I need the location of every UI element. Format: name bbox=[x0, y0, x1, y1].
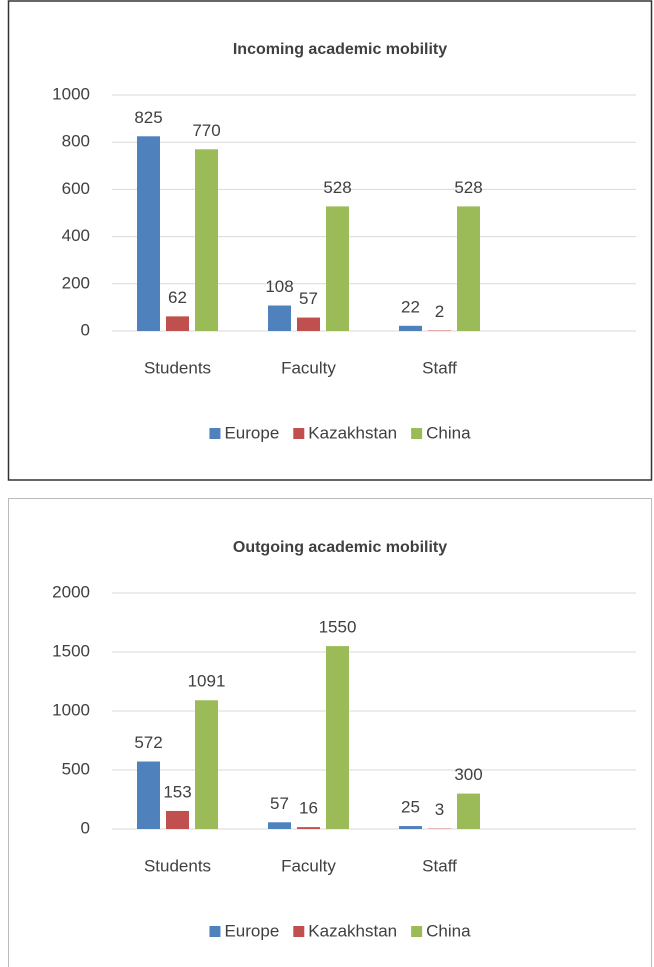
x-tick-label: Faculty bbox=[281, 856, 336, 875]
x-tick-label: Students bbox=[144, 358, 211, 377]
y-tick-label: 1000 bbox=[52, 84, 90, 103]
y-tick-label: 0 bbox=[81, 320, 90, 339]
x-tick-label: Staff bbox=[422, 358, 457, 377]
legend-swatch bbox=[209, 926, 221, 937]
bar bbox=[166, 316, 189, 331]
x-tick-label: Staff bbox=[422, 856, 457, 875]
x-tick-label: Students bbox=[144, 856, 211, 875]
bar bbox=[195, 149, 218, 331]
data-label: 1091 bbox=[188, 672, 226, 691]
data-label: 3 bbox=[435, 800, 444, 819]
legend-label: Kazakhstan bbox=[308, 423, 397, 442]
bar bbox=[268, 305, 291, 331]
bar bbox=[399, 826, 422, 829]
data-label: 770 bbox=[192, 121, 220, 140]
data-label: 16 bbox=[299, 799, 318, 818]
data-label: 572 bbox=[134, 733, 162, 752]
bar bbox=[457, 206, 480, 331]
x-tick-label: Faculty bbox=[281, 358, 336, 377]
legend-label: China bbox=[426, 921, 471, 940]
chart-title: Outgoing academic mobility bbox=[233, 539, 447, 556]
data-label: 108 bbox=[265, 277, 293, 296]
data-label: 528 bbox=[323, 178, 351, 197]
data-label: 62 bbox=[168, 288, 187, 307]
y-tick-label: 2000 bbox=[52, 582, 90, 601]
bar bbox=[137, 136, 160, 331]
bar bbox=[166, 810, 189, 829]
bar bbox=[297, 827, 320, 829]
bar bbox=[297, 317, 320, 331]
bar bbox=[457, 793, 480, 829]
legend-swatch bbox=[293, 926, 305, 937]
y-tick-label: 1000 bbox=[52, 700, 90, 719]
chart: Outgoing academic mobility 0 500 1000 1500 20… bbox=[52, 539, 636, 940]
data-label: 153 bbox=[163, 782, 191, 801]
legend-label: Kazakhstan bbox=[308, 921, 397, 940]
bar bbox=[399, 325, 422, 331]
data-label: 1550 bbox=[319, 618, 357, 637]
bar bbox=[268, 822, 291, 829]
y-tick-label: 800 bbox=[62, 132, 90, 151]
bar bbox=[326, 206, 349, 331]
data-label: 57 bbox=[299, 289, 318, 308]
data-label: 25 bbox=[401, 798, 420, 817]
legend-label: Europe bbox=[224, 423, 279, 442]
y-tick-label: 600 bbox=[62, 179, 90, 198]
legend-swatch bbox=[293, 428, 305, 439]
bar bbox=[195, 700, 218, 829]
data-label: 57 bbox=[270, 794, 289, 813]
bar bbox=[137, 761, 160, 829]
legend-label: Europe bbox=[224, 921, 279, 940]
legend-swatch bbox=[411, 926, 423, 937]
y-tick-label: 0 bbox=[81, 818, 90, 837]
y-tick-label: 500 bbox=[62, 759, 90, 778]
data-label: 22 bbox=[401, 297, 420, 316]
y-tick-label: 200 bbox=[62, 273, 90, 292]
legend-swatch bbox=[411, 428, 423, 439]
chart-title: Incoming academic mobility bbox=[233, 41, 447, 58]
data-label: 528 bbox=[454, 178, 482, 197]
y-tick-label: 400 bbox=[62, 226, 90, 245]
bar bbox=[326, 646, 349, 829]
legend-swatch bbox=[209, 428, 221, 439]
y-tick-label: 1500 bbox=[52, 641, 90, 660]
data-label: 2 bbox=[435, 302, 444, 321]
legend-label: China bbox=[426, 423, 471, 442]
data-label: 825 bbox=[134, 108, 162, 127]
data-label: 300 bbox=[454, 765, 482, 784]
chart: Incoming academic mobility 0 200 400 600 800 1… bbox=[52, 41, 636, 442]
